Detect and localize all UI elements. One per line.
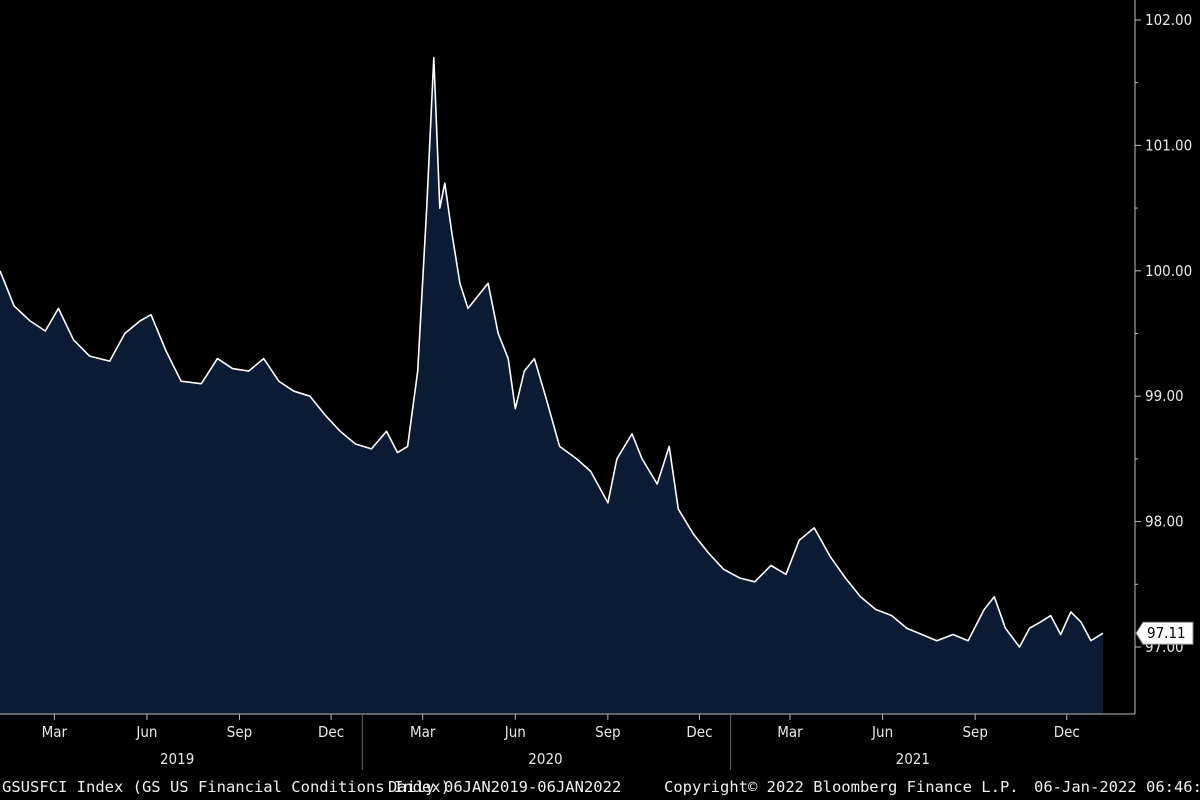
y-tick-label: 100.00 — [1145, 262, 1192, 280]
series-line — [0, 56, 1104, 648]
x-tick-label: Mar — [410, 723, 436, 741]
footer-timestamp: 06-Jan-2022 06:46:29 — [1034, 778, 1200, 796]
y-tick-label: 98.00 — [1145, 513, 1184, 531]
footer-range: Daily 06JAN2019-06JAN2022 — [388, 778, 622, 796]
area-fill — [0, 57, 1103, 715]
footer-ticker: GSUSFCI Index (GS US Financial Condition… — [2, 778, 450, 796]
x-tick-label: Sep — [227, 723, 252, 741]
footer-copyright: Copyright© 2022 Bloomberg Finance L.P. — [664, 778, 1019, 796]
last-value-tag — [1135, 621, 1194, 645]
year-label: 2019 — [160, 750, 194, 768]
x-tick-label: Dec — [318, 723, 344, 741]
x-tick-label: Mar — [42, 723, 68, 741]
y-tick-label: 102.00 — [1145, 11, 1192, 29]
x-tick-label: Dec — [686, 723, 712, 741]
x-tick-label: Sep — [962, 723, 987, 741]
year-label: 2021 — [896, 750, 930, 768]
x-tick-label: Dec — [1054, 723, 1080, 741]
x-tick-label: Jun — [871, 723, 893, 741]
x-tick-label: Jun — [135, 723, 157, 741]
last-value-label: 97.11 — [1147, 624, 1186, 642]
x-tick-label: Jun — [504, 723, 526, 741]
y-tick-label: 101.00 — [1145, 136, 1192, 154]
x-tick-label: Mar — [777, 723, 803, 741]
y-tick-label: 99.00 — [1145, 387, 1184, 405]
footer: GSUSFCI Index (GS US Financial Condition… — [0, 773, 1200, 800]
year-label: 2020 — [528, 750, 562, 768]
x-tick-label: Sep — [595, 723, 620, 741]
